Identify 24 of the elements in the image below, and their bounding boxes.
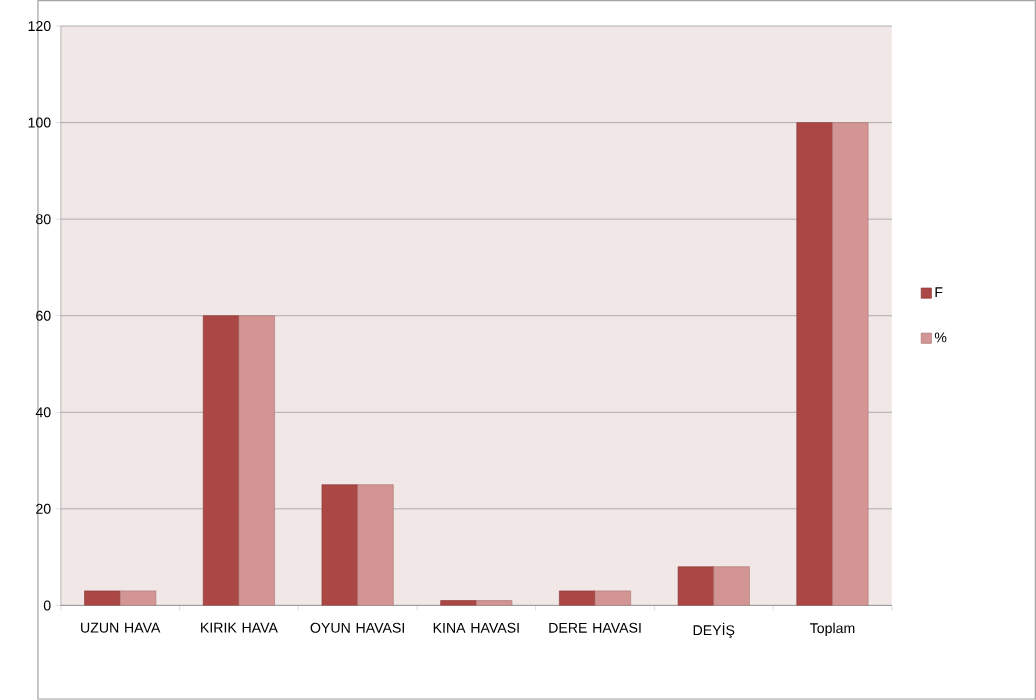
x-tick-label: Toplam [809,622,855,637]
bar [713,566,750,606]
y-tick-label: 60 [36,310,51,321]
legend-label: F [935,287,943,298]
x-tick-label: DERE HAVASI [549,622,641,633]
y-tick-label: 20 [36,503,51,514]
y-tick-label: 40 [35,407,51,418]
y-tick-label: 120 [28,21,51,32]
x-tick-label: KINA HAVASI [433,622,519,633]
x-tick-label: KIRIK HAVA [201,622,278,633]
y-tick-label: 0 [43,600,51,611]
legend-label: % [934,332,947,343]
x-tick-label: OYUN HAVASI [310,622,404,633]
bar [677,566,715,606]
bar [321,484,358,606]
bar [238,315,275,606]
bar [832,122,869,606]
bar [357,484,394,606]
x-tick-label: DEYİŞ [693,622,735,639]
bar [202,315,240,606]
y-tick-label: 100 [28,117,51,128]
y-tick-label: 80 [36,214,51,225]
bar [796,122,833,606]
x-tick-label: UZUN HAVA [81,622,161,633]
